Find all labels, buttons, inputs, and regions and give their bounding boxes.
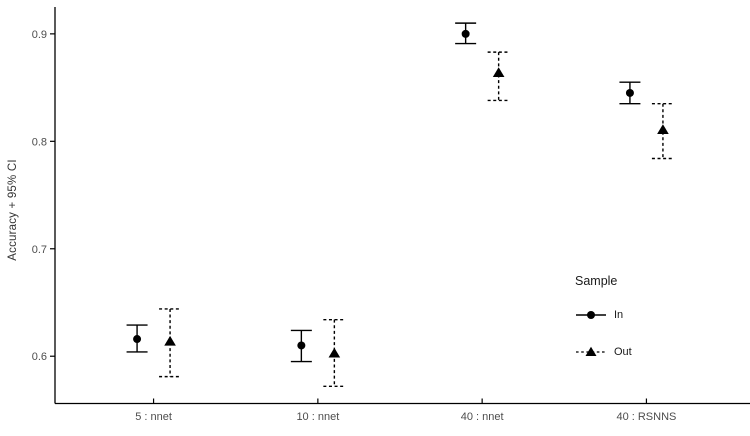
x-tick-label: 40 : RSNNS: [616, 411, 676, 423]
legend-item-in: In: [575, 300, 695, 330]
point-marker-circle: [297, 341, 306, 350]
point-marker-triangle: [164, 335, 176, 346]
legend-item-in-label: In: [614, 309, 624, 321]
legend-title: Sample: [575, 274, 618, 288]
y-tick-label: 0.9: [32, 29, 47, 41]
y-axis-title: Accuracy + 95% CI: [7, 159, 19, 261]
legend-item-out: Out: [575, 337, 695, 367]
point-marker-triangle: [492, 67, 505, 78]
y-tick-label: 0.6: [32, 351, 47, 363]
legend-key-out-icon: [576, 346, 606, 356]
point-marker-triangle: [328, 347, 341, 358]
point-marker-circle: [461, 29, 470, 38]
x-tick-label: 10 : nnet: [296, 411, 339, 423]
legend-key-in-icon: [576, 311, 606, 319]
legend-item-out-label: Out: [614, 346, 632, 358]
y-tick-label: 0.7: [32, 244, 47, 256]
x-tick-label: 40 : nnet: [461, 411, 504, 423]
y-tick-label: 0.8: [32, 136, 47, 148]
x-tick-label: 5 : nnet: [135, 411, 172, 423]
legend: Sample In Out: [575, 274, 695, 367]
point-marker-circle: [133, 335, 142, 344]
point-marker-circle: [625, 88, 634, 97]
point-marker-triangle: [657, 124, 669, 134]
